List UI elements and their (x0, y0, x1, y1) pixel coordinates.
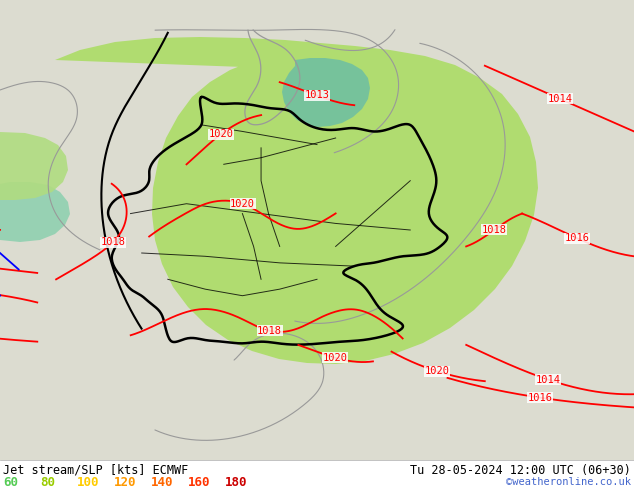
Text: 1018: 1018 (482, 225, 507, 235)
Text: 1018: 1018 (101, 237, 126, 247)
Text: Tu 28-05-2024 12:00 UTC (06+30): Tu 28-05-2024 12:00 UTC (06+30) (410, 464, 631, 476)
Text: 1020: 1020 (230, 199, 255, 209)
Text: 1020: 1020 (424, 366, 450, 376)
Text: 1013: 1013 (304, 91, 329, 100)
Text: 1014: 1014 (535, 374, 560, 385)
Text: 180: 180 (225, 475, 247, 489)
Text: 140: 140 (151, 475, 174, 489)
Text: 1016: 1016 (528, 392, 553, 403)
Text: 1018: 1018 (257, 326, 282, 336)
Text: 60: 60 (3, 475, 18, 489)
Polygon shape (282, 58, 370, 127)
Text: 160: 160 (188, 475, 210, 489)
Polygon shape (0, 132, 68, 200)
Text: 120: 120 (114, 475, 136, 489)
Text: 80: 80 (40, 475, 55, 489)
Text: 100: 100 (77, 475, 100, 489)
Bar (0, 460, 634, 490)
Text: ©weatheronline.co.uk: ©weatheronline.co.uk (506, 477, 631, 487)
Text: 1020: 1020 (209, 129, 233, 139)
Text: 1016: 1016 (565, 233, 590, 243)
Polygon shape (0, 182, 70, 242)
Text: 1014: 1014 (547, 94, 573, 104)
Text: 1020: 1020 (323, 353, 347, 363)
Polygon shape (55, 37, 538, 364)
Text: Jet stream/SLP [kts] ECMWF: Jet stream/SLP [kts] ECMWF (3, 464, 188, 476)
